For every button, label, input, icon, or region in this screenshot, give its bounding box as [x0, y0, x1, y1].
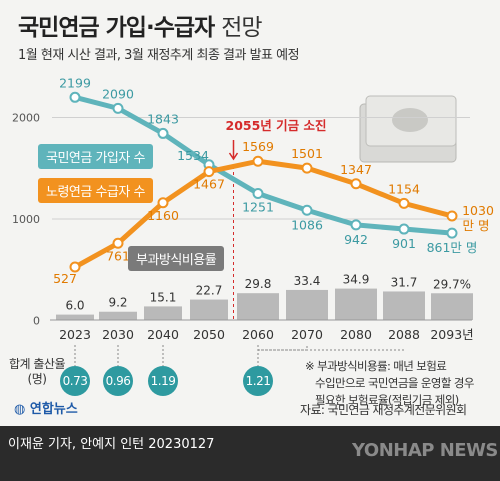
recipients-value: 1501: [291, 146, 323, 161]
subscribers-point: [252, 188, 264, 200]
recipients-value: 527: [53, 271, 77, 286]
fertility-bracket: [257, 345, 404, 351]
subscribers-value: 1086: [291, 217, 323, 232]
ratio-bar: [190, 299, 228, 320]
title-suffix: 전망: [221, 15, 262, 41]
x-tick-label: 2050: [193, 327, 225, 342]
ratio-label: 29.8: [245, 277, 272, 291]
watermark: YONHAP NEWS: [352, 440, 498, 461]
ratio-label: 9.2: [108, 296, 127, 310]
x-tick-label: 2080: [340, 327, 372, 342]
fund-exhaustion-label: 2055년 기금 소진: [226, 118, 327, 133]
ratio-bar: [431, 293, 473, 320]
subscribers-value: 1534: [177, 148, 209, 163]
subscribers-point: [301, 204, 313, 216]
subscribers-point: [69, 91, 81, 103]
ratio-bar: [383, 291, 425, 320]
recipients-value: 1030: [462, 203, 494, 218]
recipients-point: [301, 162, 313, 174]
ratio-label: 31.7: [391, 275, 418, 289]
subscribers-value: 2090: [102, 86, 134, 101]
subscribers-value: 942: [344, 232, 368, 247]
ratio-bar: [335, 288, 377, 320]
page-title: 국민연금 가입·수급자 전망: [18, 15, 263, 41]
ratio-label: 33.4: [294, 274, 321, 288]
recipients-point: [252, 155, 264, 167]
x-tick-label: 2030: [102, 327, 134, 342]
y-tick-label: 1000: [12, 213, 40, 226]
recipients-value: 761: [106, 248, 130, 263]
subscribers-point: [350, 219, 362, 231]
x-tick-label: 2088: [388, 327, 420, 342]
x-tick-label: 2070: [291, 327, 323, 342]
subscribers-point: [446, 227, 458, 239]
recipients-point: [350, 178, 362, 190]
recipients-value: 1154: [388, 181, 420, 196]
subscribers-value: 861만 명: [427, 240, 478, 255]
legend-recipients: 노령연금 수급자 수: [38, 178, 153, 203]
y-tick-label: 0: [33, 315, 40, 328]
fertility-bubble: 1.21: [243, 366, 273, 396]
recipients-point: [112, 237, 124, 249]
x-tick-label: 2040: [147, 327, 179, 342]
ratio-label: 29.7%: [433, 277, 471, 291]
recipients-point: [203, 166, 215, 178]
fertility-label: 합계 출산율 (명): [8, 357, 66, 386]
ratio-bar: [237, 293, 279, 320]
recipients-value: 1347: [340, 162, 372, 177]
credit: 이재윤 기자, 안예지 인턴 20230127: [8, 437, 215, 452]
money-seal: [392, 108, 428, 132]
yonhap-logo: ◍ 연합뉴스: [14, 402, 78, 417]
subscribers-value: 901: [392, 236, 416, 251]
fertility-bubble: 0.96: [103, 366, 133, 396]
x-tick-label: 2023: [59, 327, 91, 342]
y-tick-label: 2000: [12, 112, 40, 125]
recipients-value: 1467: [193, 177, 225, 192]
source: 자료: 국민연금 재정추계전문위원회: [300, 403, 467, 417]
recipients-point: [398, 197, 410, 209]
footnote-line-3: 필요한 보험료율(적립기금 제외): [315, 393, 459, 407]
ratio-label: 22.7: [196, 284, 223, 298]
ratio-bar: [56, 314, 94, 320]
footnote-line-2: 수입만으로 국민연금을 운영할 경우: [315, 376, 474, 390]
x-tick-label: 2060: [242, 327, 274, 342]
ratio-label: 34.9: [343, 273, 370, 287]
subscribers-value: 1843: [147, 111, 179, 126]
footer-bar: [0, 426, 500, 481]
footnote: ※ 부과방식비용률: 매년 보험료 수입만으로 국민연금을 운영할 경우 필요한…: [305, 358, 474, 409]
subscribers-point: [112, 102, 124, 114]
x-tick-label: 2093년: [430, 327, 473, 342]
subscribers-value: 1251: [242, 200, 274, 215]
recipients-point: [446, 210, 458, 222]
recipients-point: [157, 197, 169, 209]
recipients-value: 1569: [242, 139, 274, 154]
recipients-value: 1160: [147, 208, 179, 223]
subscribers-value: 2199: [59, 75, 91, 90]
recipients-point: [69, 261, 81, 273]
subscribers-point: [398, 223, 410, 235]
arrow-icon: [228, 140, 239, 161]
fertility-bubble: 0.73: [60, 366, 90, 396]
legend-ratio: 부과방식비용률: [128, 246, 225, 271]
footnote-line-1: ※ 부과방식비용률: 매년 보험료: [305, 359, 447, 373]
ratio-label: 15.1: [150, 290, 177, 304]
ratio-bar: [99, 311, 137, 320]
ratio-bar: [144, 306, 182, 320]
ratio-label: 6.0: [65, 299, 84, 313]
subscribers-point: [157, 127, 169, 139]
subtitle: 1월 현재 시산 결과, 3월 재정추계 최종 결과 발표 예정: [18, 48, 300, 63]
ratio-bar: [286, 289, 328, 320]
fertility-bubble: 1.19: [148, 366, 178, 396]
recipients-unit: 만 명: [463, 218, 490, 233]
legend-subscribers: 국민연금 가입자 수: [38, 144, 153, 169]
